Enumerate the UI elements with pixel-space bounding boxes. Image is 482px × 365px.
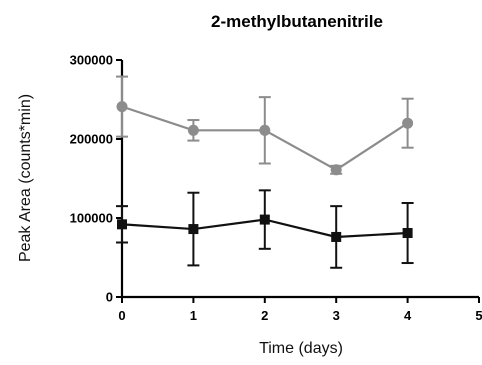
data-point-circle bbox=[330, 164, 342, 176]
y-tick-label: 100000 bbox=[70, 211, 113, 226]
y-tick-label: 200000 bbox=[70, 132, 113, 147]
x-tick-label: 5 bbox=[475, 308, 482, 323]
x-tick-label: 2 bbox=[261, 308, 268, 323]
x-tick-label: 0 bbox=[118, 308, 125, 323]
y-tick-label: 0 bbox=[106, 290, 113, 305]
series-1 bbox=[116, 189, 414, 269]
axes: 0 100000 200000 300000 0 1 2 3 4 5 bbox=[70, 53, 482, 324]
y-axis-label: Peak Area (counts*min) bbox=[17, 94, 34, 262]
x-tick-label: 4 bbox=[404, 308, 412, 323]
x-axis-label: Time (days) bbox=[259, 340, 343, 357]
series-layer bbox=[116, 75, 414, 269]
data-point-circle bbox=[402, 117, 414, 129]
data-point-square bbox=[117, 219, 127, 230]
data-point-circle bbox=[259, 124, 271, 136]
data-point-square bbox=[188, 224, 199, 235]
x-tick-label: 3 bbox=[333, 308, 340, 323]
series-0 bbox=[116, 75, 414, 176]
chart-title: 2-methylbutanenitrile bbox=[211, 12, 383, 31]
data-point-square bbox=[331, 231, 342, 242]
data-point-circle bbox=[187, 124, 199, 136]
x-tick-label: 1 bbox=[190, 308, 197, 323]
data-point-square bbox=[402, 228, 413, 239]
data-point-circle bbox=[116, 101, 128, 113]
y-tick-label: 300000 bbox=[70, 53, 113, 68]
data-point-square bbox=[259, 214, 270, 225]
